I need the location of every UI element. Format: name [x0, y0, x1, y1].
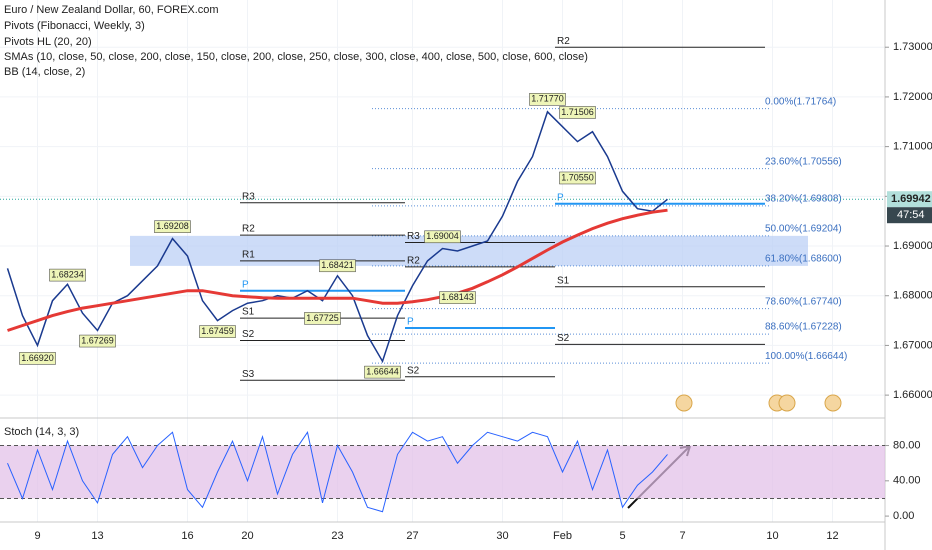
x-tick-label: 12	[826, 530, 838, 542]
y-tick-label: 1.71000	[893, 141, 932, 153]
fib-zone	[130, 235, 808, 266]
hl-label: 1.68234	[51, 269, 84, 279]
pivot-label: S1	[242, 307, 255, 318]
hl-label: 1.68143	[441, 292, 474, 302]
hl-label-box	[529, 93, 566, 106]
x-tick-label: 7	[679, 530, 685, 542]
stoch-label: Stoch (14, 3, 3)	[4, 426, 79, 438]
hl-label-box	[424, 230, 461, 244]
pivot-label: R3	[242, 191, 255, 202]
hl-label: 1.67269	[81, 335, 114, 345]
hl-label-box	[439, 291, 476, 304]
pivot-label: R2	[242, 224, 255, 235]
pivot-label: S3	[242, 369, 255, 380]
y-tick-label: 1.68000	[893, 290, 932, 302]
x-tick-label: 13	[91, 530, 103, 542]
last-price-label: 1.69942	[891, 193, 931, 205]
pivot-label: S2	[407, 365, 420, 376]
series-line	[6, 110, 668, 364]
hl-label-box	[559, 106, 596, 119]
x-tick-label: 30	[496, 530, 508, 542]
event-icon[interactable]	[824, 394, 842, 412]
hl-label-box	[304, 312, 341, 325]
hl-label: 1.69004	[426, 231, 459, 241]
y-tick-label: 1.66000	[893, 389, 932, 401]
fib-label: 38.20%(1.69808)	[765, 194, 842, 205]
event-icon[interactable]	[778, 394, 796, 412]
hl-label-box	[19, 352, 56, 365]
last-price-box	[887, 191, 932, 208]
pivot-label: P	[407, 317, 414, 328]
chart-title: Euro / New Zealand Dollar, 60, FOREX.com	[4, 4, 219, 16]
fib-label: 78.60%(1.67740)	[765, 296, 842, 307]
y-tick-label: 1.67000	[893, 339, 932, 351]
y-tick-label: 1.72000	[893, 91, 932, 103]
fib-label: 61.80%(1.68600)	[765, 254, 842, 265]
hl-label: 1.71506	[561, 107, 594, 117]
hl-label: 1.66920	[21, 353, 54, 363]
hl-label: 1.67459	[201, 326, 234, 336]
x-tick-label: 27	[406, 530, 418, 542]
hl-label-box	[199, 325, 236, 338]
hl-label: 1.68421	[321, 260, 354, 270]
x-tick-label: 5	[619, 530, 625, 542]
hl-label-box	[49, 268, 86, 282]
fib-label: 88.60%(1.67228)	[765, 322, 842, 333]
hl-label: 1.69208	[156, 221, 189, 231]
pivot-label: R2	[407, 256, 420, 267]
y-tick-label: 80.00	[893, 439, 921, 451]
series-line	[7, 208, 668, 332]
x-tick-label: Feb	[553, 530, 572, 542]
pivot-label: R2	[557, 36, 570, 47]
hl-label-box	[364, 365, 401, 379]
indicator-label: SMAs (10, close, 50, close, 200, close, …	[4, 51, 588, 63]
timer-box	[887, 207, 932, 224]
hl-label-box	[319, 259, 356, 273]
timer-label: 47:54	[897, 209, 925, 221]
pivot-label: R1	[242, 250, 255, 261]
x-tick-label: 16	[181, 530, 193, 542]
x-tick-label: 10	[766, 530, 778, 542]
pivot-label: S1	[557, 275, 570, 286]
hl-label: 1.70550	[561, 172, 594, 182]
fib-label: 0.00%(1.71764)	[765, 96, 836, 107]
hl-label-box	[79, 334, 116, 348]
pivot-label: P	[557, 192, 564, 203]
pivot-label: R3	[407, 231, 420, 242]
hl-label: 1.67725	[306, 313, 339, 323]
fib-label: 100.00%(1.66644)	[765, 351, 847, 362]
indicator-label: BB (14, close, 2)	[4, 66, 85, 78]
pivot-label: S2	[242, 329, 255, 340]
y-tick-label: 1.73000	[893, 41, 932, 53]
fib-label: 23.60%(1.70556)	[765, 156, 842, 167]
indicator-label: Pivots HL (20, 20)	[4, 36, 92, 48]
event-icon[interactable]	[675, 394, 693, 412]
y-tick-label: 40.00	[893, 475, 921, 487]
hl-label: 1.71770	[531, 94, 564, 104]
y-tick-label: 1.69000	[893, 240, 932, 252]
stoch-band	[0, 445, 885, 499]
pivot-label: P	[242, 279, 249, 290]
x-tick-label: 20	[241, 530, 253, 542]
indicator-label: Pivots (Fibonacci, Weekly, 3)	[4, 20, 145, 32]
pivot-label: S2	[557, 333, 570, 344]
x-tick-label: 9	[34, 530, 40, 542]
series-line	[7, 431, 668, 513]
fib-label: 50.00%(1.69204)	[765, 224, 842, 235]
hl-label-box	[154, 220, 191, 233]
hl-label: 1.66644	[366, 366, 399, 376]
x-tick-label: 23	[331, 530, 343, 542]
hl-label-box	[559, 171, 596, 185]
y-tick-label: 0.00	[893, 510, 914, 522]
